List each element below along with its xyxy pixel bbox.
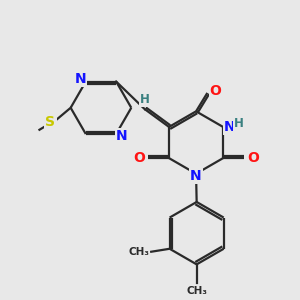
Text: O: O xyxy=(210,84,222,98)
Text: CH₃: CH₃ xyxy=(128,247,149,257)
Text: N: N xyxy=(224,120,236,134)
Text: S: S xyxy=(46,115,56,129)
Text: N: N xyxy=(190,169,202,183)
Text: CH₃: CH₃ xyxy=(186,286,207,296)
Text: N: N xyxy=(75,72,86,86)
Text: N: N xyxy=(116,129,127,143)
Text: O: O xyxy=(247,151,259,165)
Text: H: H xyxy=(140,93,150,106)
Text: O: O xyxy=(134,151,145,165)
Text: H: H xyxy=(234,117,244,130)
